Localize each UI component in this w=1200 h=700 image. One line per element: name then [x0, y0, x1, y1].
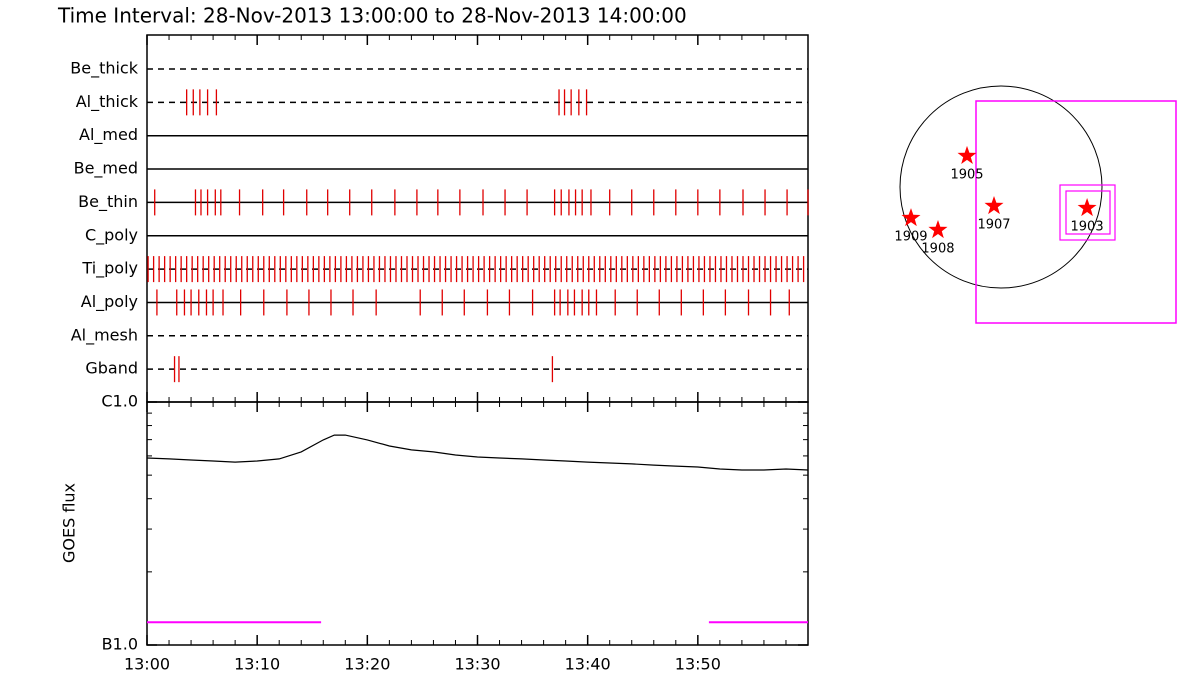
- star-marker: [957, 145, 977, 164]
- filter-label: Al_med: [79, 125, 138, 145]
- y-tick-label: C1.0: [101, 392, 138, 411]
- solar-disk: [899, 85, 1103, 289]
- filter-label: Ti_poly: [81, 259, 138, 279]
- fov-box: [1065, 190, 1111, 235]
- filter-label: Be_med: [74, 159, 138, 179]
- x-tick-label: 13:30: [454, 655, 500, 674]
- filter-label: Al_mesh: [71, 325, 138, 345]
- filter-label: Al_thick: [76, 92, 139, 112]
- star-label: 1909: [894, 230, 927, 245]
- x-tick-label: 13:10: [234, 655, 280, 674]
- x-tick-label: 13:50: [675, 655, 721, 674]
- x-tick-label: 13:40: [565, 655, 611, 674]
- y-axis-label: GOES flux: [60, 483, 79, 563]
- star-label: 1908: [921, 242, 954, 257]
- star-marker: [984, 196, 1004, 215]
- x-tick-label: 13:00: [124, 655, 170, 674]
- star-marker: [928, 220, 948, 239]
- timeline-frame: [146, 34, 809, 403]
- star-marker: [901, 208, 921, 227]
- fov-box: [1059, 184, 1116, 241]
- filter-label: Be_thick: [70, 59, 138, 79]
- goes-frame: [146, 401, 809, 646]
- star-label: 1903: [1071, 220, 1104, 235]
- filter-label: Al_poly: [81, 292, 138, 312]
- filter-label: Be_thin: [78, 192, 138, 212]
- star-label: 1905: [950, 167, 983, 182]
- title: Time Interval: 28-Nov-2013 13:00:00 to 2…: [57, 4, 687, 28]
- filter-label: Gband: [85, 359, 138, 378]
- flux-line: [146, 434, 809, 471]
- y-tick-label: B1.0: [102, 635, 138, 654]
- star-label: 1907: [977, 217, 1010, 232]
- fov-box: [975, 100, 1177, 324]
- x-tick-label: 13:20: [344, 655, 390, 674]
- star-marker: [1077, 198, 1097, 217]
- filter-label: C_poly: [85, 225, 138, 245]
